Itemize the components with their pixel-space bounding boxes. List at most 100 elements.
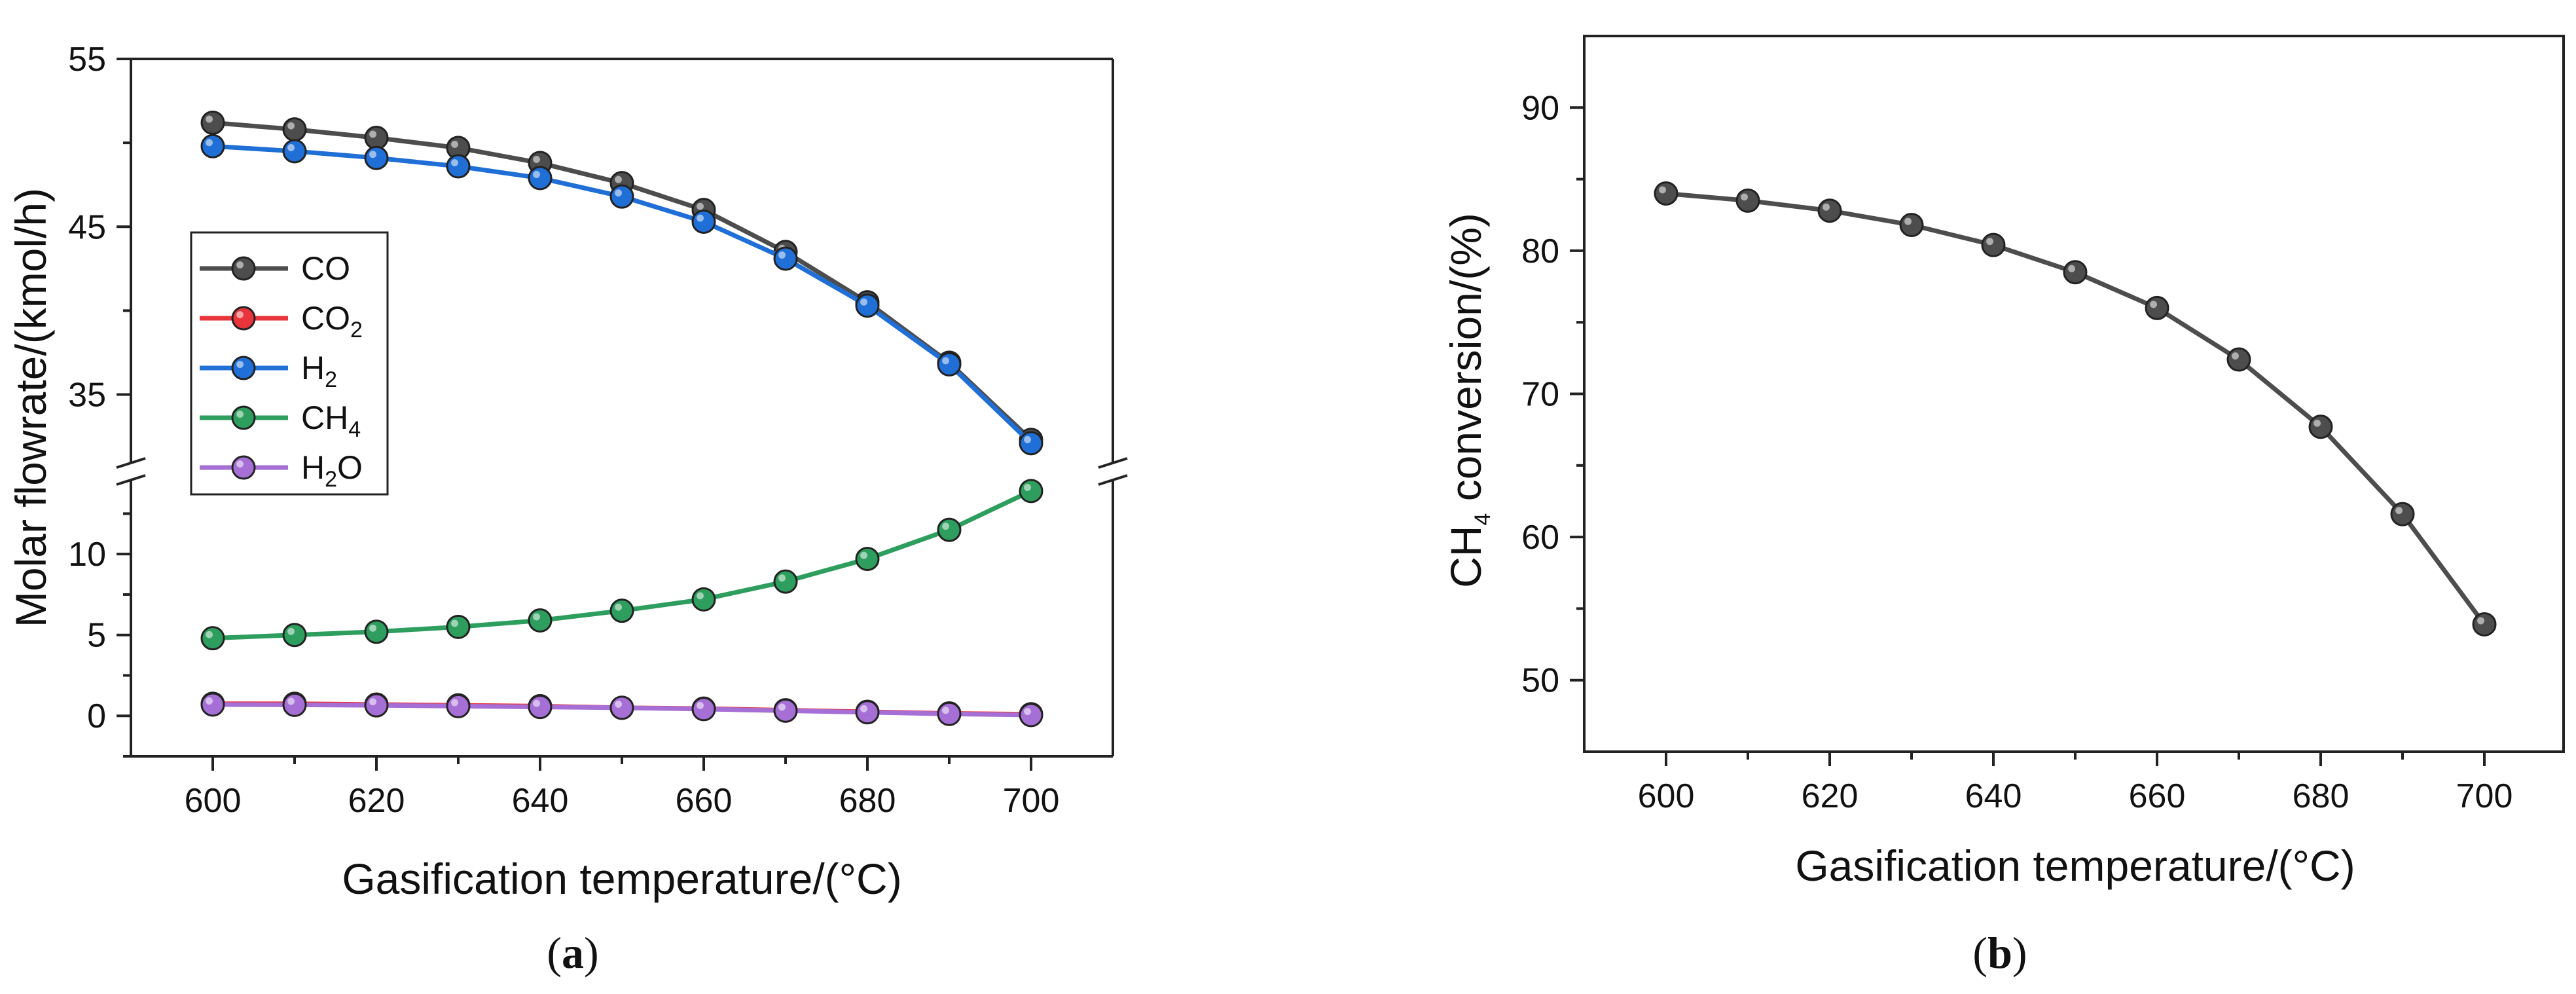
data-point-h2o [855,700,880,725]
y-tick-label: 10 [68,536,106,574]
legend-swatch-marker-body [231,455,256,480]
data-point-ch4-highlight [369,624,376,632]
legend-swatch-marker-highlight [236,261,244,268]
data-point-h2 [200,134,225,158]
data-point-h2o-body [937,701,962,726]
data-point-co-highlight [287,122,295,130]
data-point-h2-body [691,210,716,234]
data-point-h2o-body [282,692,307,717]
data-point-ch4-highlight [942,523,950,530]
legend-item-co2: CO2 [200,300,363,342]
data-point-ch4-conversion-highlight [2313,419,2321,427]
data-point-ch4-body [937,517,962,542]
data-point-co-highlight [451,140,458,148]
data-point-ch4-conversion-highlight [1659,186,1666,194]
data-point-co [282,117,307,142]
data-point-h2o [1019,703,1043,727]
data-point-ch4-body [200,626,225,651]
legend-swatch-marker-highlight [236,411,244,418]
data-point-h2o [282,692,307,717]
data-point-h2-highlight [451,159,458,166]
data-point-h2o [200,692,225,717]
data-point-h2-body [364,145,389,170]
data-point-ch4-conversion-body [1899,213,1924,238]
data-point-h2o-body [200,692,225,717]
data-point-h2-highlight [287,144,295,151]
data-point-ch4-conversion-body [2390,502,2415,526]
data-point-h2o-highlight [860,705,868,712]
data-point-ch4 [855,547,880,572]
data-point-h2-body [773,246,798,271]
axis-break-mark [1098,474,1128,486]
y-tick-label: 90 [1521,89,1559,127]
data-point-h2o-highlight [369,698,376,706]
data-point-h2 [282,139,307,164]
data-point-ch4-conversion [2063,260,2088,285]
data-point-h2o-body [1019,703,1043,727]
legend-swatch-marker [231,306,256,331]
legend: CO CO2 H2 CH4 H2O [190,231,389,496]
axis-break-mark [1098,457,1128,469]
data-point-h2o-body [609,695,634,720]
x-axis-title: Gasification temperature/(°C) [1795,841,2355,890]
data-point-ch4-conversion-highlight [1904,217,1912,225]
data-point-h2-highlight [615,189,622,197]
legend-swatch-marker [231,356,256,380]
panel-a: 600 620 640 660 680 700 35 45 55 0 5 10 Gasification… [7,41,1128,978]
data-point-h2-highlight [860,298,868,306]
legend-label: H2 [301,350,337,392]
data-point-ch4 [364,619,389,644]
data-point-co [200,110,225,135]
data-point-ch4-conversion [2472,612,2497,636]
data-point-h2-highlight [1024,435,1032,443]
data-point-ch4-body [773,569,798,594]
data-point-h2-highlight [697,214,704,222]
legend-label: H2O [301,449,363,492]
x-axis-title: Gasification temperature/(°C) [342,855,901,903]
data-point-ch4-conversion-body [2226,347,2251,372]
x-tick-label: 680 [839,782,896,820]
x-tick-label: 660 [676,782,733,820]
data-point-h2o-highlight [778,703,786,711]
data-point-ch4-conversion-highlight [2232,352,2239,360]
data-point-h2o [691,697,716,722]
data-point-ch4 [282,623,307,648]
data-point-ch4-body [364,619,389,644]
data-point-h2o-highlight [942,707,950,714]
data-point-ch4-conversion [2145,295,2169,320]
data-point-h2-highlight [942,357,950,365]
x-tick-label: 700 [2456,777,2513,815]
data-point-h2o [446,693,471,718]
data-point-co-body [200,110,225,135]
data-point-h2-highlight [778,251,786,259]
axis-break-mark [116,457,146,469]
data-point-h2o-highlight [451,699,458,707]
data-point-ch4-conversion-highlight [2068,265,2075,272]
data-point-ch4-highlight [860,551,868,559]
legend-swatch-marker [231,455,256,480]
data-point-ch4-highlight [778,574,786,582]
data-point-ch4-body [282,623,307,648]
data-point-ch4-conversion [2308,414,2333,439]
data-point-ch4-conversion-body [1981,232,2006,257]
data-point-ch4 [609,598,634,623]
data-point-ch4-conversion [1981,232,2006,257]
plot-frame [1583,35,2565,753]
data-point-ch4-conversion-highlight [1986,238,1993,246]
data-point-h2-highlight [369,151,376,158]
legend-swatch-marker-body [231,356,256,380]
data-point-ch4-highlight [451,619,458,627]
data-point-h2o-highlight [615,701,622,708]
panel-label-a: (a) [547,928,598,978]
legend-swatch-marker [231,256,256,281]
data-point-ch4-conversion-highlight [1741,193,1748,201]
data-point-ch4 [200,626,225,651]
y-tick-label: 0 [87,697,106,735]
data-point-h2 [446,154,471,179]
x-tick-label: 600 [185,782,242,820]
data-point-ch4-conversion-body [1654,181,1678,206]
x-tick-label: 660 [2129,777,2186,815]
data-point-ch4-highlight [533,613,540,621]
